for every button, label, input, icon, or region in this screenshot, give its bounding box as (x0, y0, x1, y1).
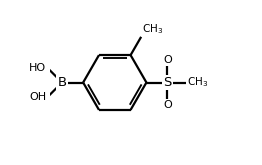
Text: O: O (163, 55, 172, 65)
Text: O: O (163, 100, 172, 110)
Text: CH$_3$: CH$_3$ (187, 76, 208, 89)
Text: HO: HO (29, 63, 46, 73)
Text: S: S (163, 76, 172, 89)
Text: B: B (57, 76, 67, 89)
Text: OH: OH (29, 92, 46, 102)
Text: CH$_3$: CH$_3$ (142, 22, 163, 36)
